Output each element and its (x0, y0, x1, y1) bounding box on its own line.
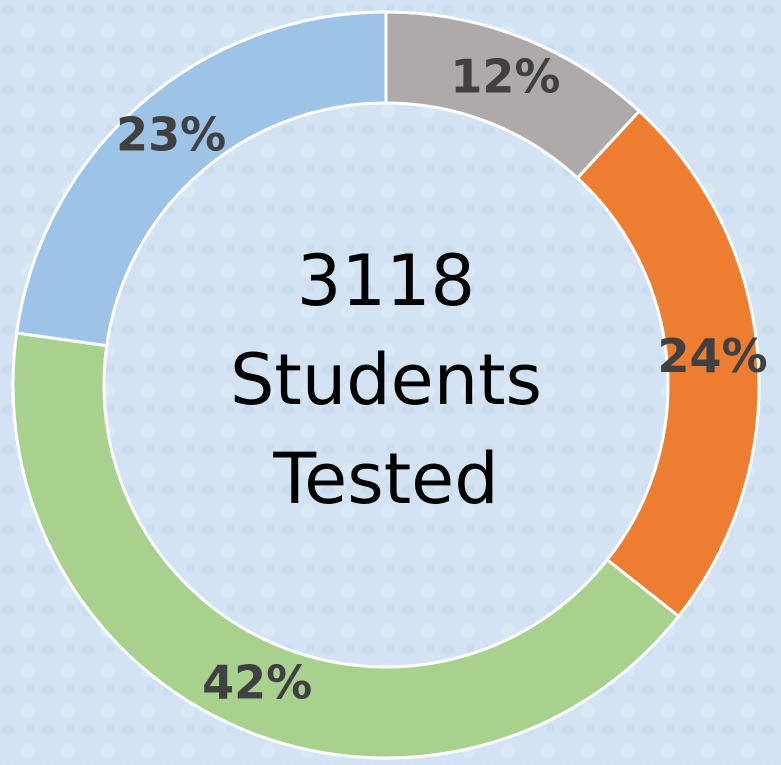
data-label: 24% (657, 329, 767, 383)
center-text: Students (230, 339, 542, 421)
center-text: 3118 (297, 240, 475, 322)
donut-segment (11, 331, 681, 760)
data-label: 23% (116, 107, 226, 161)
data-label: 12% (450, 50, 560, 104)
center-text: Tested (272, 438, 498, 520)
donut-segment (14, 10, 388, 348)
data-label: 42% (202, 656, 312, 710)
